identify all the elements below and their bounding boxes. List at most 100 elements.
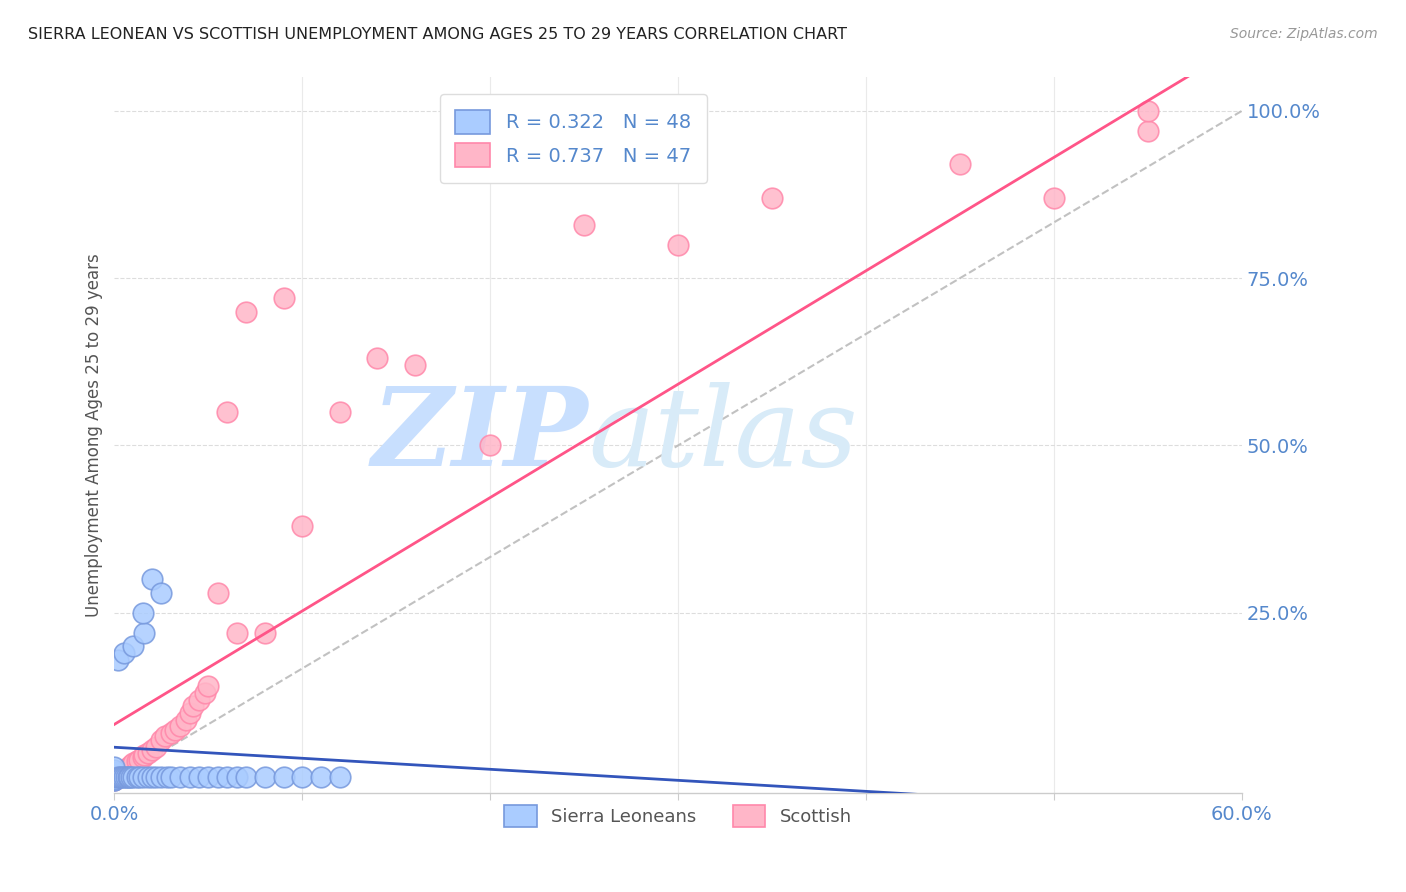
Point	[122, 756, 145, 771]
Point	[103, 763, 125, 777]
Point	[128, 770, 150, 784]
Text: atlas: atlas	[588, 382, 858, 489]
Point	[253, 770, 276, 784]
Point	[273, 291, 295, 305]
Point	[107, 770, 129, 784]
Point	[112, 770, 135, 784]
Point	[120, 770, 142, 784]
Point	[179, 770, 201, 784]
Point	[114, 770, 136, 784]
Point	[153, 730, 176, 744]
Point	[183, 699, 205, 714]
Point	[225, 625, 247, 640]
Point	[145, 770, 167, 784]
Point	[197, 770, 219, 784]
Point	[107, 652, 129, 666]
Point	[117, 761, 139, 775]
Point	[141, 743, 163, 757]
Legend: Sierra Leoneans, Scottish: Sierra Leoneans, Scottish	[498, 798, 859, 834]
Point	[1136, 124, 1159, 138]
Point	[188, 692, 211, 706]
Point	[156, 770, 179, 784]
Point	[131, 606, 153, 620]
Point	[366, 351, 388, 366]
Point	[169, 770, 191, 784]
Point	[103, 764, 125, 779]
Point	[136, 746, 159, 760]
Point	[761, 191, 783, 205]
Point	[174, 713, 197, 727]
Point	[1136, 103, 1159, 118]
Point	[159, 726, 181, 740]
Point	[141, 572, 163, 586]
Point	[179, 706, 201, 720]
Point	[134, 625, 156, 640]
Point	[225, 770, 247, 784]
Point	[112, 764, 135, 779]
Point	[114, 763, 136, 777]
Point	[479, 438, 502, 452]
Point	[309, 770, 332, 784]
Point	[128, 753, 150, 767]
Point	[118, 759, 141, 773]
Point	[291, 518, 314, 533]
Point	[207, 585, 229, 599]
Point	[141, 770, 163, 784]
Point	[111, 770, 134, 784]
Point	[329, 405, 352, 419]
Point	[163, 723, 186, 737]
Point	[235, 770, 257, 784]
Point	[159, 770, 181, 784]
Text: ZIP: ZIP	[371, 382, 588, 489]
Point	[666, 237, 689, 252]
Point	[217, 770, 239, 784]
Point	[103, 770, 125, 784]
Point	[103, 759, 125, 773]
Point	[217, 405, 239, 419]
Point	[273, 770, 295, 784]
Point	[117, 770, 139, 784]
Point	[103, 772, 125, 787]
Point	[103, 772, 125, 787]
Point	[107, 770, 129, 784]
Point	[194, 686, 217, 700]
Point	[1043, 191, 1066, 205]
Point	[103, 770, 125, 784]
Point	[291, 770, 314, 784]
Point	[145, 739, 167, 754]
Point	[134, 747, 156, 762]
Point	[169, 719, 191, 733]
Point	[103, 769, 125, 783]
Point	[103, 767, 125, 781]
Point	[404, 358, 426, 372]
Point	[103, 766, 125, 780]
Point	[150, 732, 173, 747]
Point	[125, 770, 148, 784]
Point	[253, 625, 276, 640]
Point	[572, 218, 595, 232]
Point	[108, 770, 131, 784]
Point	[112, 646, 135, 660]
Point	[197, 679, 219, 693]
Point	[150, 770, 173, 784]
Point	[949, 157, 972, 171]
Point	[103, 772, 125, 787]
Point	[131, 749, 153, 764]
Point	[103, 772, 125, 786]
Point	[188, 770, 211, 784]
Point	[136, 770, 159, 784]
Point	[122, 639, 145, 653]
Point	[103, 766, 125, 780]
Point	[108, 766, 131, 780]
Point	[329, 770, 352, 784]
Point	[235, 304, 257, 318]
Point	[125, 754, 148, 768]
Point	[150, 585, 173, 599]
Point	[118, 770, 141, 784]
Text: Source: ZipAtlas.com: Source: ZipAtlas.com	[1230, 27, 1378, 41]
Point	[122, 770, 145, 784]
Point	[207, 770, 229, 784]
Text: SIERRA LEONEAN VS SCOTTISH UNEMPLOYMENT AMONG AGES 25 TO 29 YEARS CORRELATION CH: SIERRA LEONEAN VS SCOTTISH UNEMPLOYMENT …	[28, 27, 848, 42]
Point	[120, 758, 142, 772]
Point	[131, 770, 153, 784]
